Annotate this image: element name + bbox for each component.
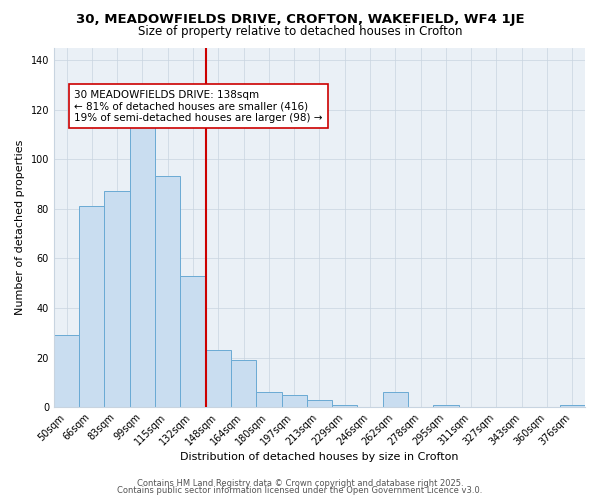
Bar — [256, 392, 281, 407]
Bar — [155, 176, 181, 407]
Text: Contains HM Land Registry data © Crown copyright and database right 2025.: Contains HM Land Registry data © Crown c… — [137, 478, 463, 488]
Bar — [281, 395, 307, 407]
X-axis label: Distribution of detached houses by size in Crofton: Distribution of detached houses by size … — [180, 452, 459, 462]
Bar — [130, 127, 155, 407]
Y-axis label: Number of detached properties: Number of detached properties — [15, 140, 25, 315]
Bar — [104, 192, 130, 407]
Bar — [307, 400, 332, 407]
Bar — [79, 206, 104, 407]
Bar — [206, 350, 231, 407]
Text: 30, MEADOWFIELDS DRIVE, CROFTON, WAKEFIELD, WF4 1JE: 30, MEADOWFIELDS DRIVE, CROFTON, WAKEFIE… — [76, 12, 524, 26]
Bar — [332, 404, 358, 407]
Bar — [383, 392, 408, 407]
Bar — [54, 335, 79, 407]
Text: Size of property relative to detached houses in Crofton: Size of property relative to detached ho… — [138, 25, 462, 38]
Bar — [560, 404, 585, 407]
Text: Contains public sector information licensed under the Open Government Licence v3: Contains public sector information licen… — [118, 486, 482, 495]
Text: 30 MEADOWFIELDS DRIVE: 138sqm
← 81% of detached houses are smaller (416)
19% of : 30 MEADOWFIELDS DRIVE: 138sqm ← 81% of d… — [74, 90, 323, 123]
Bar — [433, 404, 458, 407]
Bar — [181, 276, 206, 407]
Bar — [231, 360, 256, 407]
